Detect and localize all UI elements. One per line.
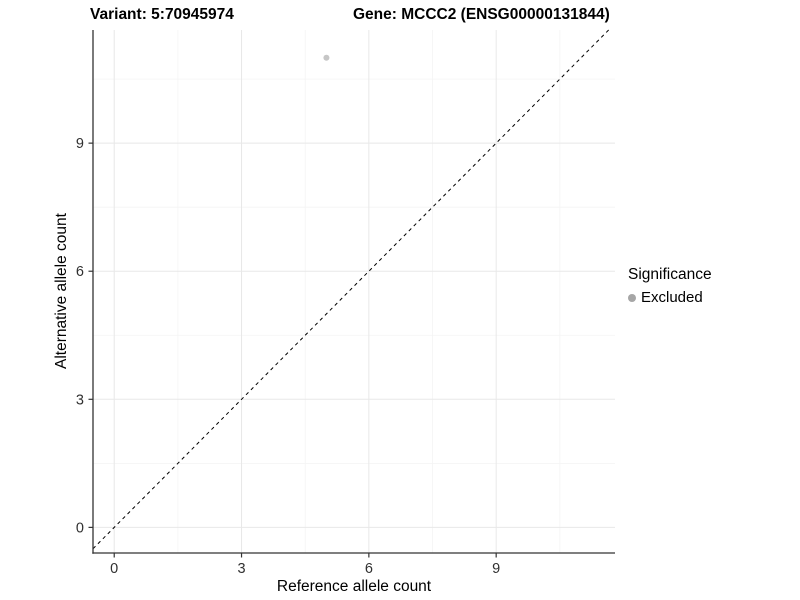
x-axis-label: Reference allele count — [276, 578, 432, 595]
x-tick-label: 6 — [365, 561, 373, 577]
y-tick-label: 0 — [76, 520, 84, 536]
legend-item: Excluded — [628, 289, 712, 306]
y-tick-label: 6 — [76, 264, 84, 280]
legend-item-label: Excluded — [641, 289, 703, 306]
x-tick-label: 0 — [110, 561, 118, 577]
identity-reference-line — [92, 29, 609, 550]
y-axis-label: Alternative allele count — [53, 213, 70, 369]
x-tick-label: 3 — [237, 561, 245, 577]
y-tick-label: 3 — [76, 392, 84, 408]
plot-title-variant: Variant: 5:70945974 — [90, 6, 234, 23]
x-tick-label: 9 — [492, 561, 500, 577]
plot-title-gene: Gene: MCCC2 (ENSG00000131844) — [353, 6, 610, 23]
legend-title: Significance — [628, 266, 712, 283]
data-point — [323, 54, 330, 61]
legend-point-swatch — [628, 293, 636, 302]
legend: Significance Excluded — [628, 266, 712, 306]
y-tick-label: 9 — [76, 136, 84, 152]
